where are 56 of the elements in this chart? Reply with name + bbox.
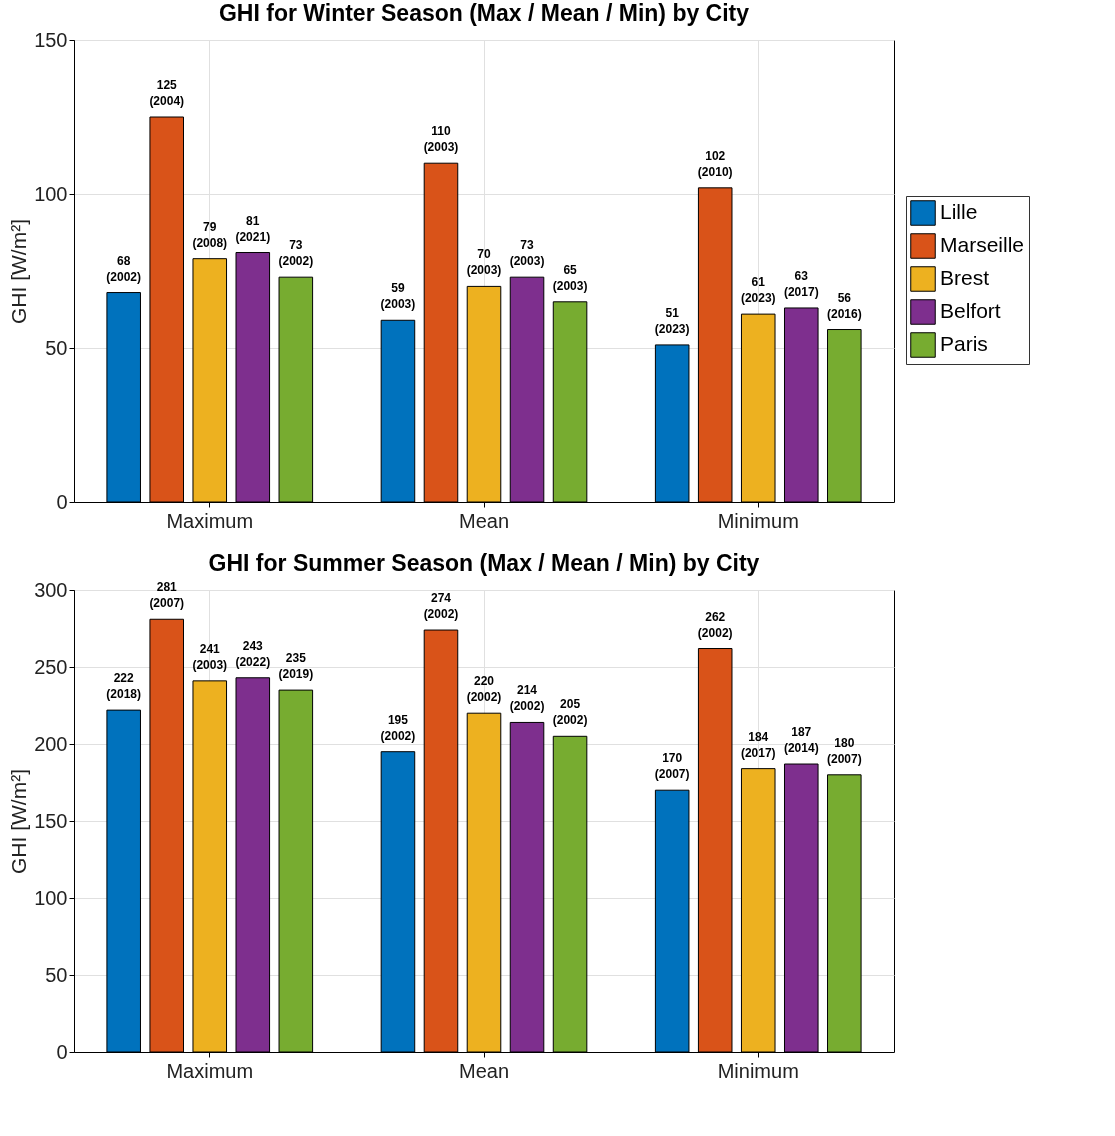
- data-label: 214 (2002): [509, 683, 545, 714]
- data-label: 281 (2007): [149, 580, 185, 611]
- y-tick-label: 50: [45, 963, 68, 986]
- y-tick-label: 150: [34, 28, 68, 51]
- x-tick-label: Maximum: [166, 1059, 254, 1082]
- data-label: 274 (2002): [423, 591, 459, 622]
- y-tick-label: 50: [45, 336, 68, 359]
- legend-label: Brest: [940, 266, 990, 289]
- data-label: 241 (2003): [192, 641, 228, 672]
- y-tick-label: 100: [34, 182, 68, 205]
- data-label: 63 (2017): [783, 268, 819, 299]
- data-label: 73 (2003): [509, 238, 545, 269]
- data-label: 262 (2002): [697, 609, 733, 640]
- y-tick-label: 100: [34, 886, 68, 909]
- legend-label: Marseille: [940, 233, 1025, 256]
- data-label: 56 (2016): [826, 290, 862, 321]
- data-label: 73 (2002): [278, 238, 314, 269]
- data-label: 187 (2014): [783, 725, 819, 756]
- data-label: 51 (2023): [654, 305, 690, 336]
- y-tick-label: 0: [56, 1040, 68, 1063]
- chart-title: GHI for Summer Season (Max / Mean / Min) by City: [208, 550, 760, 576]
- data-label: 195 (2002): [380, 712, 416, 743]
- data-label: 222 (2018): [106, 671, 142, 702]
- x-tick-label: Minimum: [717, 1059, 799, 1082]
- y-tick-label: 200: [34, 732, 68, 755]
- chart-title: GHI for Winter Season (Max / Mean / Min) by City: [218, 0, 750, 26]
- data-label: 81 (2021): [235, 213, 271, 244]
- legend-label: Belfort: [940, 299, 1001, 322]
- data-label: 68 (2002): [106, 253, 142, 284]
- legend-label: Paris: [940, 332, 988, 355]
- data-label: 59 (2003): [380, 281, 416, 312]
- y-axis-title: GHI [W/m²]: [7, 219, 31, 324]
- legend-label: Lille: [940, 200, 978, 223]
- data-label: 243 (2022): [235, 638, 271, 669]
- data-label: 65 (2003): [552, 262, 588, 293]
- x-tick-label: Minimum: [717, 509, 799, 532]
- y-tick-label: 300: [34, 578, 68, 601]
- data-label: 184 (2017): [740, 729, 776, 760]
- data-label: 205 (2002): [552, 697, 588, 728]
- data-label: 125 (2004): [149, 78, 185, 108]
- data-label: 220 (2002): [466, 674, 502, 705]
- x-tick-label: Maximum: [166, 509, 254, 532]
- x-tick-label: Mean: [458, 509, 510, 532]
- y-tick-label: 0: [56, 490, 68, 513]
- y-axis-title: GHI [W/m²]: [7, 769, 31, 874]
- data-label: 170 (2007): [654, 751, 690, 782]
- data-label: 79 (2008): [192, 219, 228, 250]
- data-label: 102 (2010): [697, 148, 733, 179]
- y-tick-label: 250: [34, 655, 68, 678]
- y-tick-label: 150: [34, 809, 68, 832]
- data-label: 235 (2019): [278, 651, 314, 682]
- data-label: 180 (2007): [826, 735, 862, 766]
- data-label: 61 (2023): [740, 275, 776, 306]
- data-label: 70 (2003): [466, 247, 502, 278]
- data-label: 110 (2003): [423, 124, 459, 155]
- x-tick-label: Mean: [458, 1059, 510, 1082]
